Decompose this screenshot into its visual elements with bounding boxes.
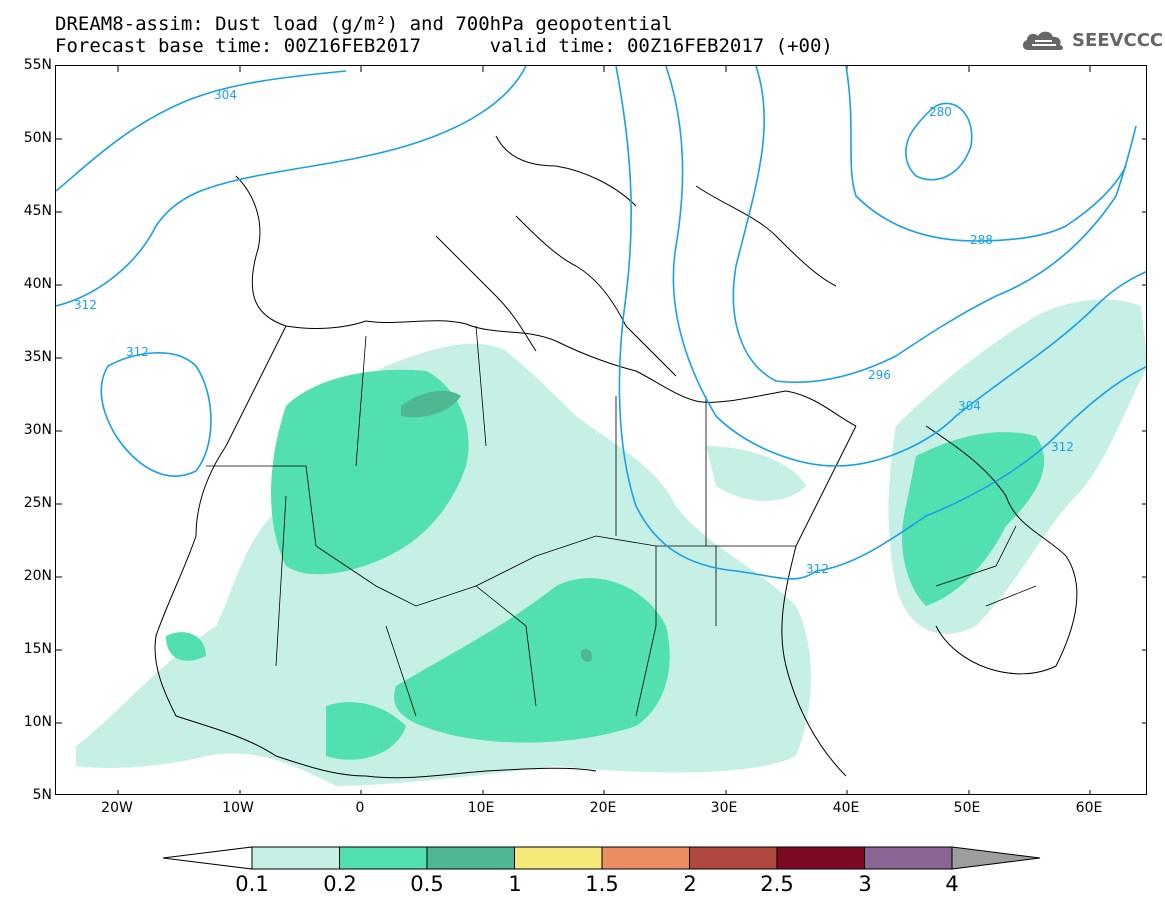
contour-label: 312 [74, 298, 97, 312]
lat-tick: 10N [23, 714, 52, 730]
colorbar-high-arrow [951, 846, 1041, 870]
contour-label: 312 [806, 562, 829, 576]
lon-tick: 20E [589, 800, 617, 816]
contour-label: 304 [958, 399, 981, 413]
colorbar-box [601, 846, 690, 870]
lon-tick: 50E [953, 800, 981, 816]
map-canvas: 304 312 312 280 288 296 304 312 312 [56, 66, 1146, 794]
contour-label: 296 [868, 368, 891, 382]
colorbar [162, 846, 1041, 870]
contour-label: 312 [126, 345, 149, 359]
colorbar-label: 2.5 [760, 872, 794, 896]
colorbar-box [514, 846, 603, 870]
lat-tick: 15N [23, 641, 52, 657]
lat-tick: 40N [23, 276, 52, 292]
colorbar-label: 4 [945, 872, 959, 896]
lon-tick: 10E [467, 800, 495, 816]
colorbar-box [339, 846, 428, 870]
logo-text: SEEVCCC [1072, 30, 1164, 51]
colorbar-label: 1.5 [585, 872, 619, 896]
lon-tick: 40E [832, 800, 860, 816]
contour-label: 312 [1051, 440, 1074, 454]
lat-tick: 25N [23, 495, 52, 511]
colorbar-box [864, 846, 953, 870]
dust-load-mid [166, 369, 1045, 760]
colorbar-label: 1 [508, 872, 522, 896]
contour-label: 304 [214, 88, 237, 102]
lon-tick: 0 [355, 800, 365, 816]
geopotential-contours [56, 66, 1146, 580]
contour-label: 280 [929, 105, 952, 119]
coastlines [154, 135, 1078, 779]
lon-tick: 60E [1075, 800, 1103, 816]
lat-tick: 5N [32, 787, 52, 803]
colorbar-box [689, 846, 778, 870]
lat-tick: 35N [23, 349, 52, 365]
cloud-icon [1022, 31, 1063, 50]
colorbar-box [251, 846, 340, 870]
country-borders [206, 325, 1037, 717]
colorbar-box [776, 846, 865, 870]
colorbar-box [426, 846, 515, 870]
colorbar-boxes [251, 846, 953, 870]
colorbar-low-arrow [162, 846, 253, 870]
lat-tick: 45N [23, 203, 52, 219]
colorbar-label: 0.5 [410, 872, 444, 896]
lon-tick: 20W [101, 800, 133, 816]
lon-tick: 10W [222, 800, 254, 816]
lat-tick: 20N [23, 568, 52, 584]
lat-tick: 30N [23, 422, 52, 438]
colorbar-label: 2 [683, 872, 697, 896]
axis-ticks [56, 66, 1146, 794]
lon-tick: 30E [710, 800, 738, 816]
contour-label: 288 [970, 233, 993, 247]
lat-tick: 55N [23, 57, 52, 73]
colorbar-label: 3 [858, 872, 872, 896]
colorbar-label: 0.1 [235, 872, 269, 896]
forecast-time: Forecast base time: 00Z16FEB2017 valid t… [55, 35, 833, 57]
lat-tick: 50N [23, 130, 52, 146]
colorbar-label: 0.2 [323, 872, 357, 896]
dust-load-high [401, 390, 592, 662]
map-title: DREAM8-assim: Dust load (g/m²) and 700hP… [55, 13, 673, 35]
contour-labels: 304 312 312 280 288 296 304 312 312 [74, 88, 1074, 576]
map-panel[interactable]: 304 312 312 280 288 296 304 312 312 [55, 65, 1147, 795]
